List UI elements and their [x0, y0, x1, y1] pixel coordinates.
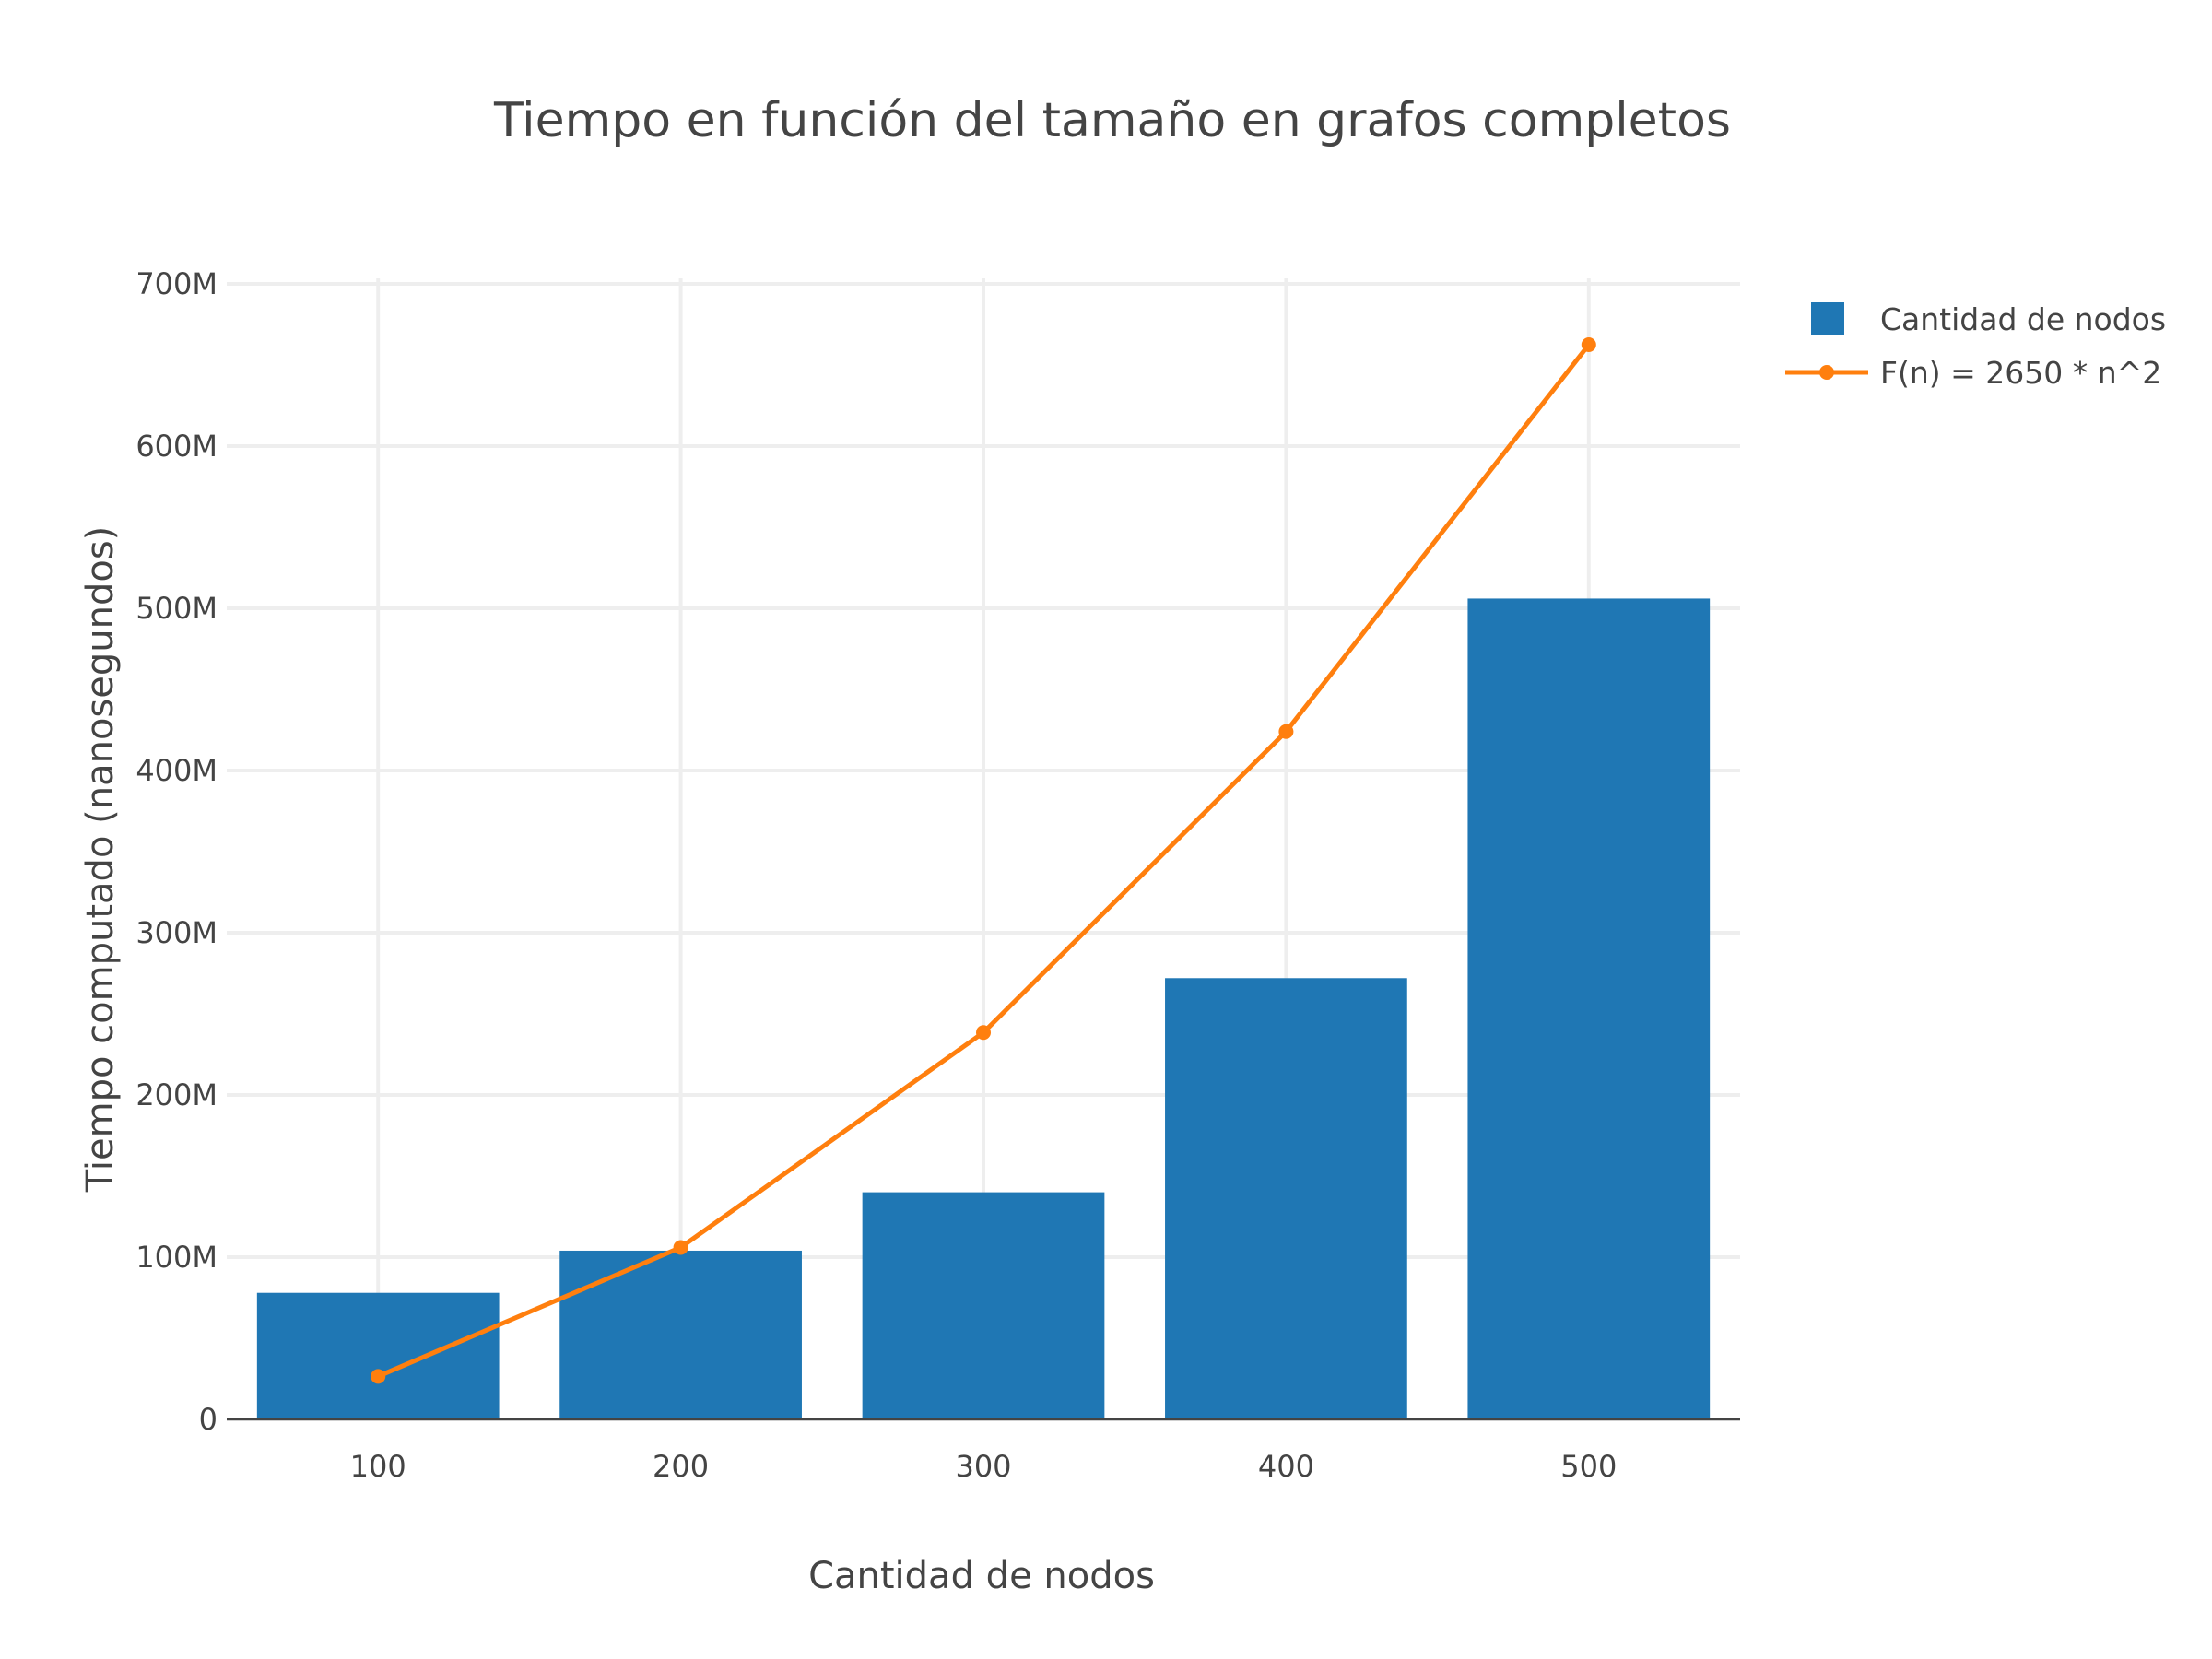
x-tick-label: 400 [1258, 1449, 1314, 1484]
y-tick-label: 200M [135, 1077, 218, 1112]
line-point[interactable] [976, 1025, 991, 1041]
y-tick-label: 600M [135, 429, 218, 464]
legend-bar-swatch [1811, 302, 1844, 335]
y-tick-label: 400M [135, 753, 218, 788]
legend: Cantidad de nodos F(n) = 2650 * n^2 [1785, 301, 2166, 391]
line-series [371, 337, 1596, 1384]
legend-label-bars: Cantidad de nodos [1880, 301, 2166, 337]
y-tick-label: 0 [199, 1402, 218, 1437]
line-point[interactable] [371, 1369, 386, 1384]
legend-label-line: F(n) = 2650 * n^2 [1880, 355, 2161, 391]
line-point[interactable] [1581, 337, 1596, 352]
bar[interactable] [1165, 978, 1407, 1419]
legend-line-marker [1819, 365, 1834, 380]
legend-item-line[interactable]: F(n) = 2650 * n^2 [1785, 355, 2161, 391]
x-axis-title: Cantidad de nodos [808, 1555, 1155, 1597]
y-tick-label: 500M [135, 591, 218, 626]
x-tick-label: 200 [653, 1449, 709, 1484]
chart-title: Tiempo en función del tamaño en grafos c… [493, 93, 1731, 148]
bar-series [256, 598, 1711, 1419]
line-point[interactable] [1278, 724, 1294, 739]
legend-item-bars[interactable]: Cantidad de nodos [1811, 301, 2166, 337]
y-tick-label: 100M [135, 1240, 218, 1275]
bar[interactable] [1467, 598, 1711, 1419]
bar[interactable] [559, 1250, 802, 1419]
x-tick-label: 500 [1560, 1449, 1617, 1484]
x-tick-label: 100 [350, 1449, 406, 1484]
bar[interactable] [256, 1292, 500, 1419]
y-tick-label: 700M [135, 266, 218, 301]
tick-labels: 0 100M 200M 300M 400M 500M 600M 700M 100 200 300 40… [135, 266, 1617, 1484]
y-axis-title: Tiempo computado (nanosegundos) [79, 526, 122, 1194]
bar[interactable] [862, 1192, 1105, 1419]
y-tick-label: 300M [135, 915, 218, 950]
line-point[interactable] [673, 1240, 688, 1255]
x-tick-label: 300 [955, 1449, 1011, 1484]
